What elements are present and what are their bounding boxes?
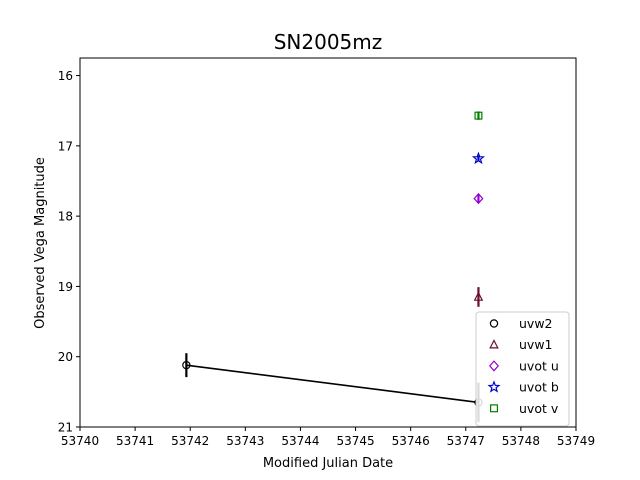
y-tick-label: 16 — [58, 69, 73, 83]
legend-label-uvot-b: uvot b — [519, 380, 559, 395]
x-axis-label: Modified Julian Date — [263, 456, 393, 471]
data-point-uvot-v — [474, 111, 483, 120]
chart-title: SN2005mz — [274, 30, 383, 54]
x-tick-label: 53745 — [336, 434, 374, 448]
y-tick-label: 21 — [58, 421, 73, 435]
legend-marker-uvw1 — [489, 339, 499, 349]
plot-frame — [79, 57, 577, 428]
legend-label-uvw1: uvw1 — [519, 337, 553, 352]
legend-marker-uvot-b — [487, 380, 501, 393]
legend-marker-uvot-u — [489, 360, 499, 372]
x-tick-label: 53748 — [502, 434, 540, 448]
legend: uvw2 uvw1 uvot u uvot b uvot v — [475, 311, 570, 427]
legend-marker-uvw2 — [489, 319, 499, 328]
data-point-uvot-b — [471, 151, 486, 165]
x-tick-label: 53747 — [447, 434, 485, 448]
x-tick-label: 53746 — [392, 434, 430, 448]
y-tick-label: 18 — [58, 210, 73, 224]
x-tick-label: 53740 — [61, 434, 99, 448]
x-tick-label: 53744 — [281, 434, 319, 448]
plot-area: 53740 53741 53742 53743 53744 53745 53746 53747… — [58, 57, 595, 448]
data-point-uvw1 — [473, 291, 484, 301]
legend-frame — [475, 311, 570, 427]
series-line-uvw2 — [186, 364, 479, 404]
legend-marker-uvot-v — [490, 404, 499, 413]
data-point-uvot-u — [473, 192, 484, 205]
x-tick-label: 53743 — [226, 434, 264, 448]
y-tick-label: 19 — [58, 280, 73, 294]
data-point-uvw2 — [182, 360, 191, 370]
x-tick-label: 53749 — [557, 434, 595, 448]
y-axis-label: Observed Vega Magnitude — [33, 157, 48, 329]
legend-label-uvw2: uvw2 — [519, 316, 553, 331]
legend-label-uvot-u: uvot u — [519, 358, 559, 373]
x-tick-label: 53741 — [116, 434, 154, 448]
x-tick-label: 53742 — [171, 434, 209, 448]
legend-label-uvot-v: uvot v — [519, 401, 559, 416]
y-tick-label: 17 — [58, 139, 73, 153]
y-tick-label: 20 — [58, 350, 73, 364]
